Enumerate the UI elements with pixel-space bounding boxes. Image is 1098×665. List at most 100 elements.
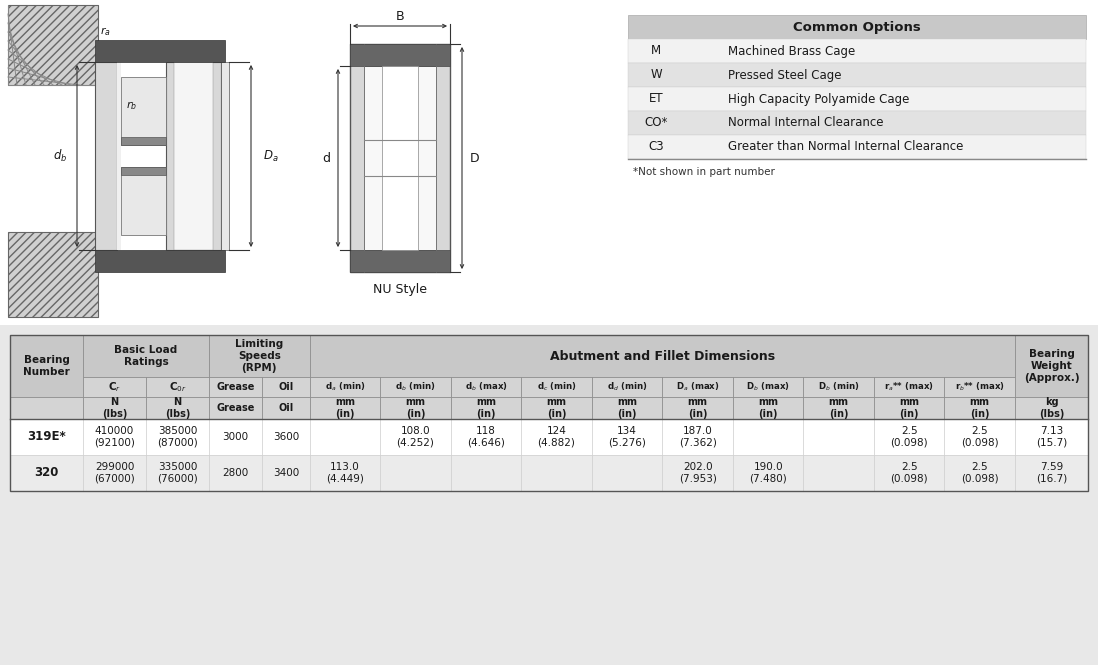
- Text: Limiting
Speeds
(RPM): Limiting Speeds (RPM): [235, 339, 283, 372]
- Text: Oil: Oil: [278, 403, 293, 413]
- Text: B: B: [395, 9, 404, 23]
- Bar: [662, 419, 732, 455]
- Text: 2.5
(0.098): 2.5 (0.098): [961, 426, 998, 448]
- Text: Normal Internal Clearance: Normal Internal Clearance: [728, 116, 884, 130]
- Bar: [522, 419, 592, 455]
- Bar: [732, 455, 804, 491]
- Bar: [10, 335, 83, 397]
- Text: NU Style: NU Style: [373, 283, 427, 297]
- Text: C3: C3: [648, 140, 664, 154]
- Text: 7.13
(15.7): 7.13 (15.7): [1035, 426, 1067, 448]
- Bar: [261, 455, 310, 491]
- Bar: [451, 397, 522, 419]
- Bar: [1015, 335, 1088, 397]
- Bar: [874, 455, 944, 491]
- Bar: [96, 62, 117, 250]
- Text: 3000: 3000: [223, 432, 248, 442]
- Text: 7.59
(16.7): 7.59 (16.7): [1035, 462, 1067, 484]
- Bar: [380, 419, 451, 455]
- Text: 2.5
(0.098): 2.5 (0.098): [961, 462, 998, 484]
- Text: mm
(in): mm (in): [335, 397, 355, 419]
- Bar: [944, 455, 1015, 491]
- Bar: [592, 419, 662, 455]
- Text: mm
(in): mm (in): [405, 397, 426, 419]
- Bar: [10, 335, 1088, 491]
- Text: mm
(in): mm (in): [547, 397, 567, 419]
- Text: d$_b$ (max): d$_b$ (max): [464, 381, 507, 393]
- Bar: [83, 419, 146, 455]
- Bar: [0, 325, 1098, 665]
- Bar: [209, 377, 261, 397]
- Text: D$_b$ (max): D$_b$ (max): [747, 381, 789, 393]
- Text: 319E*: 319E*: [27, 430, 66, 444]
- Bar: [310, 377, 380, 397]
- Text: C$_r$: C$_r$: [108, 380, 121, 394]
- Text: D$_b$ (min): D$_b$ (min): [818, 381, 860, 393]
- Bar: [874, 377, 944, 397]
- Text: mm
(in): mm (in): [477, 397, 496, 419]
- Bar: [628, 135, 1086, 159]
- Bar: [592, 397, 662, 419]
- Bar: [732, 377, 804, 397]
- Bar: [173, 62, 213, 250]
- Bar: [365, 66, 436, 250]
- Text: Oil: Oil: [278, 382, 293, 392]
- Bar: [261, 419, 310, 455]
- Bar: [451, 455, 522, 491]
- Text: d: d: [322, 152, 330, 164]
- Bar: [1015, 455, 1088, 491]
- Bar: [522, 377, 592, 397]
- Bar: [628, 15, 1086, 39]
- Text: d$_a$ (min): d$_a$ (min): [325, 381, 366, 393]
- Text: mm
(in): mm (in): [758, 397, 778, 419]
- Bar: [662, 455, 732, 491]
- Text: Bearing
Weight
(Approx.): Bearing Weight (Approx.): [1023, 349, 1079, 382]
- Text: Basic Load
Ratings: Basic Load Ratings: [114, 345, 178, 367]
- Bar: [628, 87, 1086, 111]
- Bar: [117, 62, 121, 250]
- Bar: [451, 419, 522, 455]
- Text: 108.0
(4.252): 108.0 (4.252): [396, 426, 435, 448]
- Text: D: D: [470, 152, 480, 164]
- Text: d$_c$ (min): d$_c$ (min): [537, 381, 576, 393]
- Text: 3400: 3400: [272, 468, 299, 478]
- Text: d$_b$ (min): d$_b$ (min): [395, 381, 436, 393]
- Bar: [592, 455, 662, 491]
- Bar: [146, 397, 209, 419]
- Bar: [874, 419, 944, 455]
- Bar: [209, 419, 261, 455]
- Text: Greater than Normal Internal Clearance: Greater than Normal Internal Clearance: [728, 140, 963, 154]
- Bar: [804, 455, 874, 491]
- Bar: [382, 66, 418, 250]
- Bar: [1015, 397, 1088, 419]
- Bar: [944, 419, 1015, 455]
- Bar: [209, 397, 261, 419]
- Bar: [83, 397, 146, 419]
- Bar: [628, 111, 1086, 135]
- Bar: [350, 250, 450, 272]
- Text: 385000
(87000): 385000 (87000): [157, 426, 198, 448]
- Bar: [173, 62, 213, 250]
- Text: High Capacity Polyamide Cage: High Capacity Polyamide Cage: [728, 92, 909, 106]
- Text: Pressed Steel Cage: Pressed Steel Cage: [728, 68, 841, 82]
- Text: $d_b$: $d_b$: [53, 148, 67, 164]
- Text: r$_a$** (max): r$_a$** (max): [884, 381, 934, 393]
- Bar: [8, 232, 98, 317]
- Text: 187.0
(7.362): 187.0 (7.362): [679, 426, 717, 448]
- Text: mm
(in): mm (in): [899, 397, 919, 419]
- Bar: [221, 62, 229, 250]
- Bar: [1015, 419, 1088, 455]
- Text: d$_d$ (min): d$_d$ (min): [607, 381, 648, 393]
- Bar: [83, 455, 146, 491]
- Text: 118
(4.646): 118 (4.646): [467, 426, 505, 448]
- Bar: [96, 40, 225, 62]
- Bar: [874, 397, 944, 419]
- Bar: [121, 167, 166, 235]
- Text: *Not shown in part number: *Not shown in part number: [634, 167, 775, 177]
- Bar: [380, 455, 451, 491]
- Text: $r_b$: $r_b$: [126, 100, 137, 112]
- Text: mm
(in): mm (in): [687, 397, 707, 419]
- Bar: [8, 5, 98, 85]
- Bar: [804, 377, 874, 397]
- Bar: [10, 335, 1088, 491]
